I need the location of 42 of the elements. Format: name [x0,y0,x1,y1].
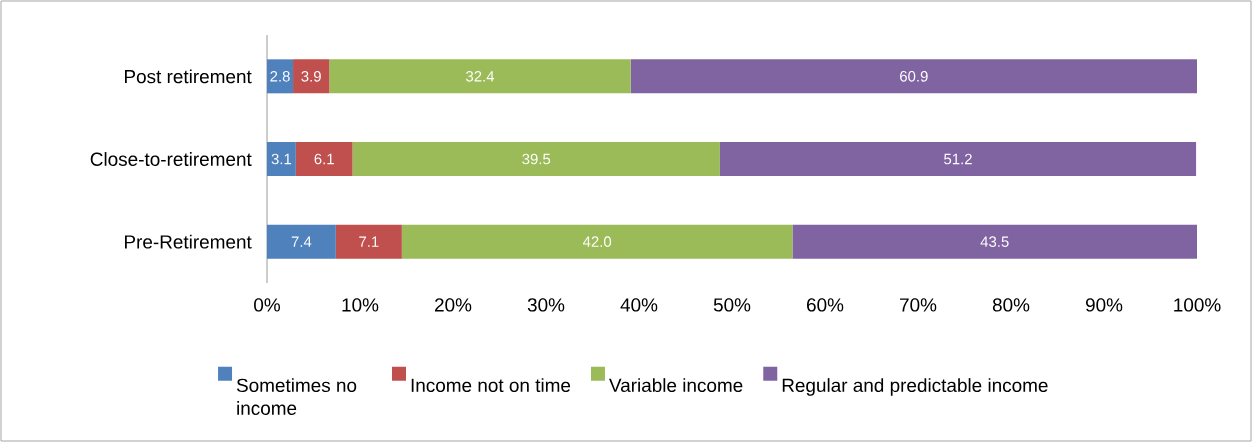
data-label: 51.2 [944,153,972,165]
x-tick-label: 100% [1174,298,1221,312]
legend-label: Income not on time [411,378,571,393]
legend-label: Regular and predictable income [782,378,1048,396]
x-tick-label: 30% [527,298,565,312]
data-label: 43.5 [980,236,1009,247]
y-tick-label: Post retirement [125,69,252,84]
bar [719,142,1197,176]
bar [293,59,330,94]
x-tick-label: 0% [254,298,280,312]
x-tick-label: 10% [342,298,379,312]
y-tick-label: Pre-Retirement [125,234,252,249]
data-label: 7.4 [291,236,312,247]
bar [792,224,1198,259]
data-label: 3.9 [301,71,321,82]
data-label: 6.1 [314,153,334,165]
data-label: 42.0 [582,236,612,247]
data-label: 3.1 [271,153,292,165]
data-label: 32.4 [466,71,495,82]
x-tick-label: 70% [900,298,937,312]
data-label: 60.9 [900,71,928,82]
bar [295,142,353,176]
data-label: 2.8 [270,71,290,82]
bar [267,59,294,94]
y-tick-label: Close-to-retirement [90,152,252,166]
x-tick-label: 60% [807,298,844,312]
bar [335,224,402,259]
x-tick-label: 80% [992,298,1030,312]
bar [401,224,793,259]
data-label: 39.5 [522,153,551,165]
x-tick-label: 40% [620,298,658,312]
data-label: 7.1 [359,236,379,247]
legend-label: Sometimes no income [236,378,357,415]
x-tick-label: 20% [435,298,472,312]
bar [352,142,720,176]
bar [267,142,296,176]
bar [267,224,336,259]
x-tick-label: 90% [1085,298,1123,312]
legend-label: Variable income [609,378,743,393]
x-tick-label: 50% [713,298,751,312]
bar [630,59,1198,94]
bar [329,59,631,94]
